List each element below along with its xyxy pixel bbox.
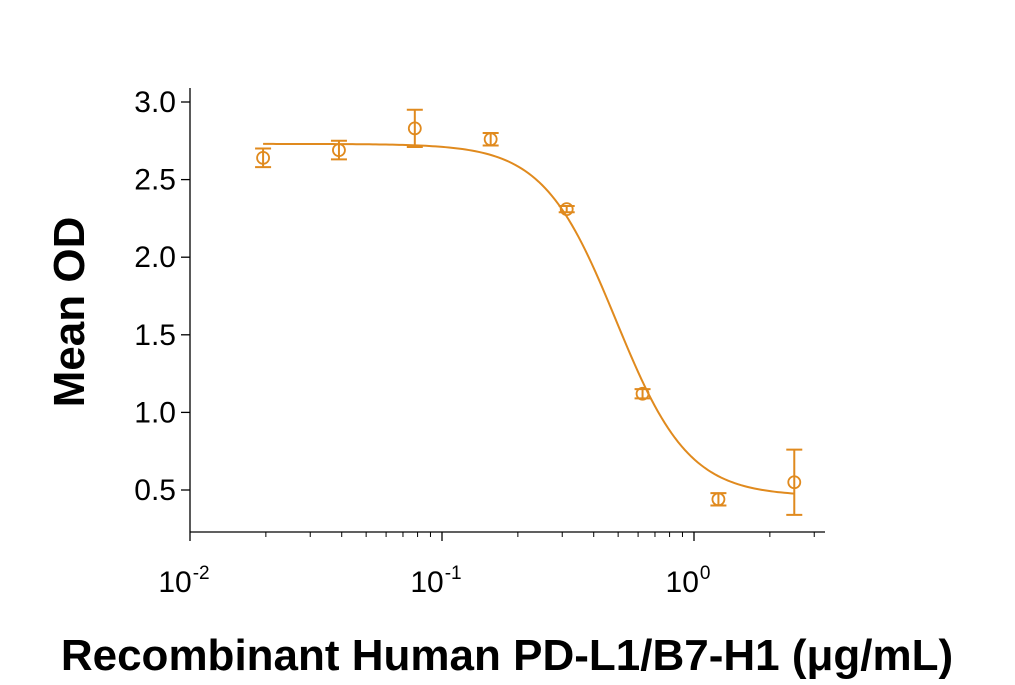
- axes: [189, 88, 825, 533]
- x-tick-exponent: -1: [445, 563, 462, 584]
- y-ticks: 0.5 1.0 1.5 2.0 2.5 3.0: [134, 86, 190, 507]
- point-marker: [711, 492, 726, 507]
- point-marker: [256, 150, 270, 165]
- data-point: [634, 386, 651, 401]
- point-marker: [787, 475, 802, 490]
- x-tick-label: 10-1: [410, 563, 461, 599]
- data-point: [786, 448, 803, 516]
- data-points: [255, 108, 803, 516]
- data-point: [482, 132, 499, 147]
- data-point: [710, 492, 727, 507]
- point-marker: [332, 143, 346, 158]
- y-tick-label: 1.5: [134, 319, 176, 352]
- data-point: [558, 202, 575, 216]
- x-axis-title: Recombinant Human PD-L1/B7-H1 (μg/mL): [61, 631, 953, 680]
- point-marker: [635, 386, 650, 401]
- x-tick-exponent: 0: [700, 563, 711, 584]
- x-tick-exponent: -2: [193, 563, 210, 584]
- y-tick-label: 2.5: [134, 164, 176, 197]
- x-tick-label: 10-2: [158, 563, 209, 599]
- x-ticks: 10-2 10-1 100: [158, 532, 815, 599]
- data-point: [406, 108, 423, 149]
- data-point: [330, 139, 347, 161]
- data-point: [255, 147, 272, 169]
- y-tick-label: 0.5: [134, 474, 176, 507]
- y-tick-label: 1.0: [134, 396, 176, 429]
- y-tick-label: 2.0: [134, 241, 176, 274]
- x-tick-label: 100: [666, 563, 711, 599]
- y-tick-label: 3.0: [134, 86, 176, 119]
- point-marker: [483, 132, 498, 147]
- y-axis-title: Mean OD: [45, 217, 94, 408]
- point-marker: [407, 121, 422, 136]
- point-marker: [559, 202, 574, 216]
- fit-curve: [263, 142, 795, 495]
